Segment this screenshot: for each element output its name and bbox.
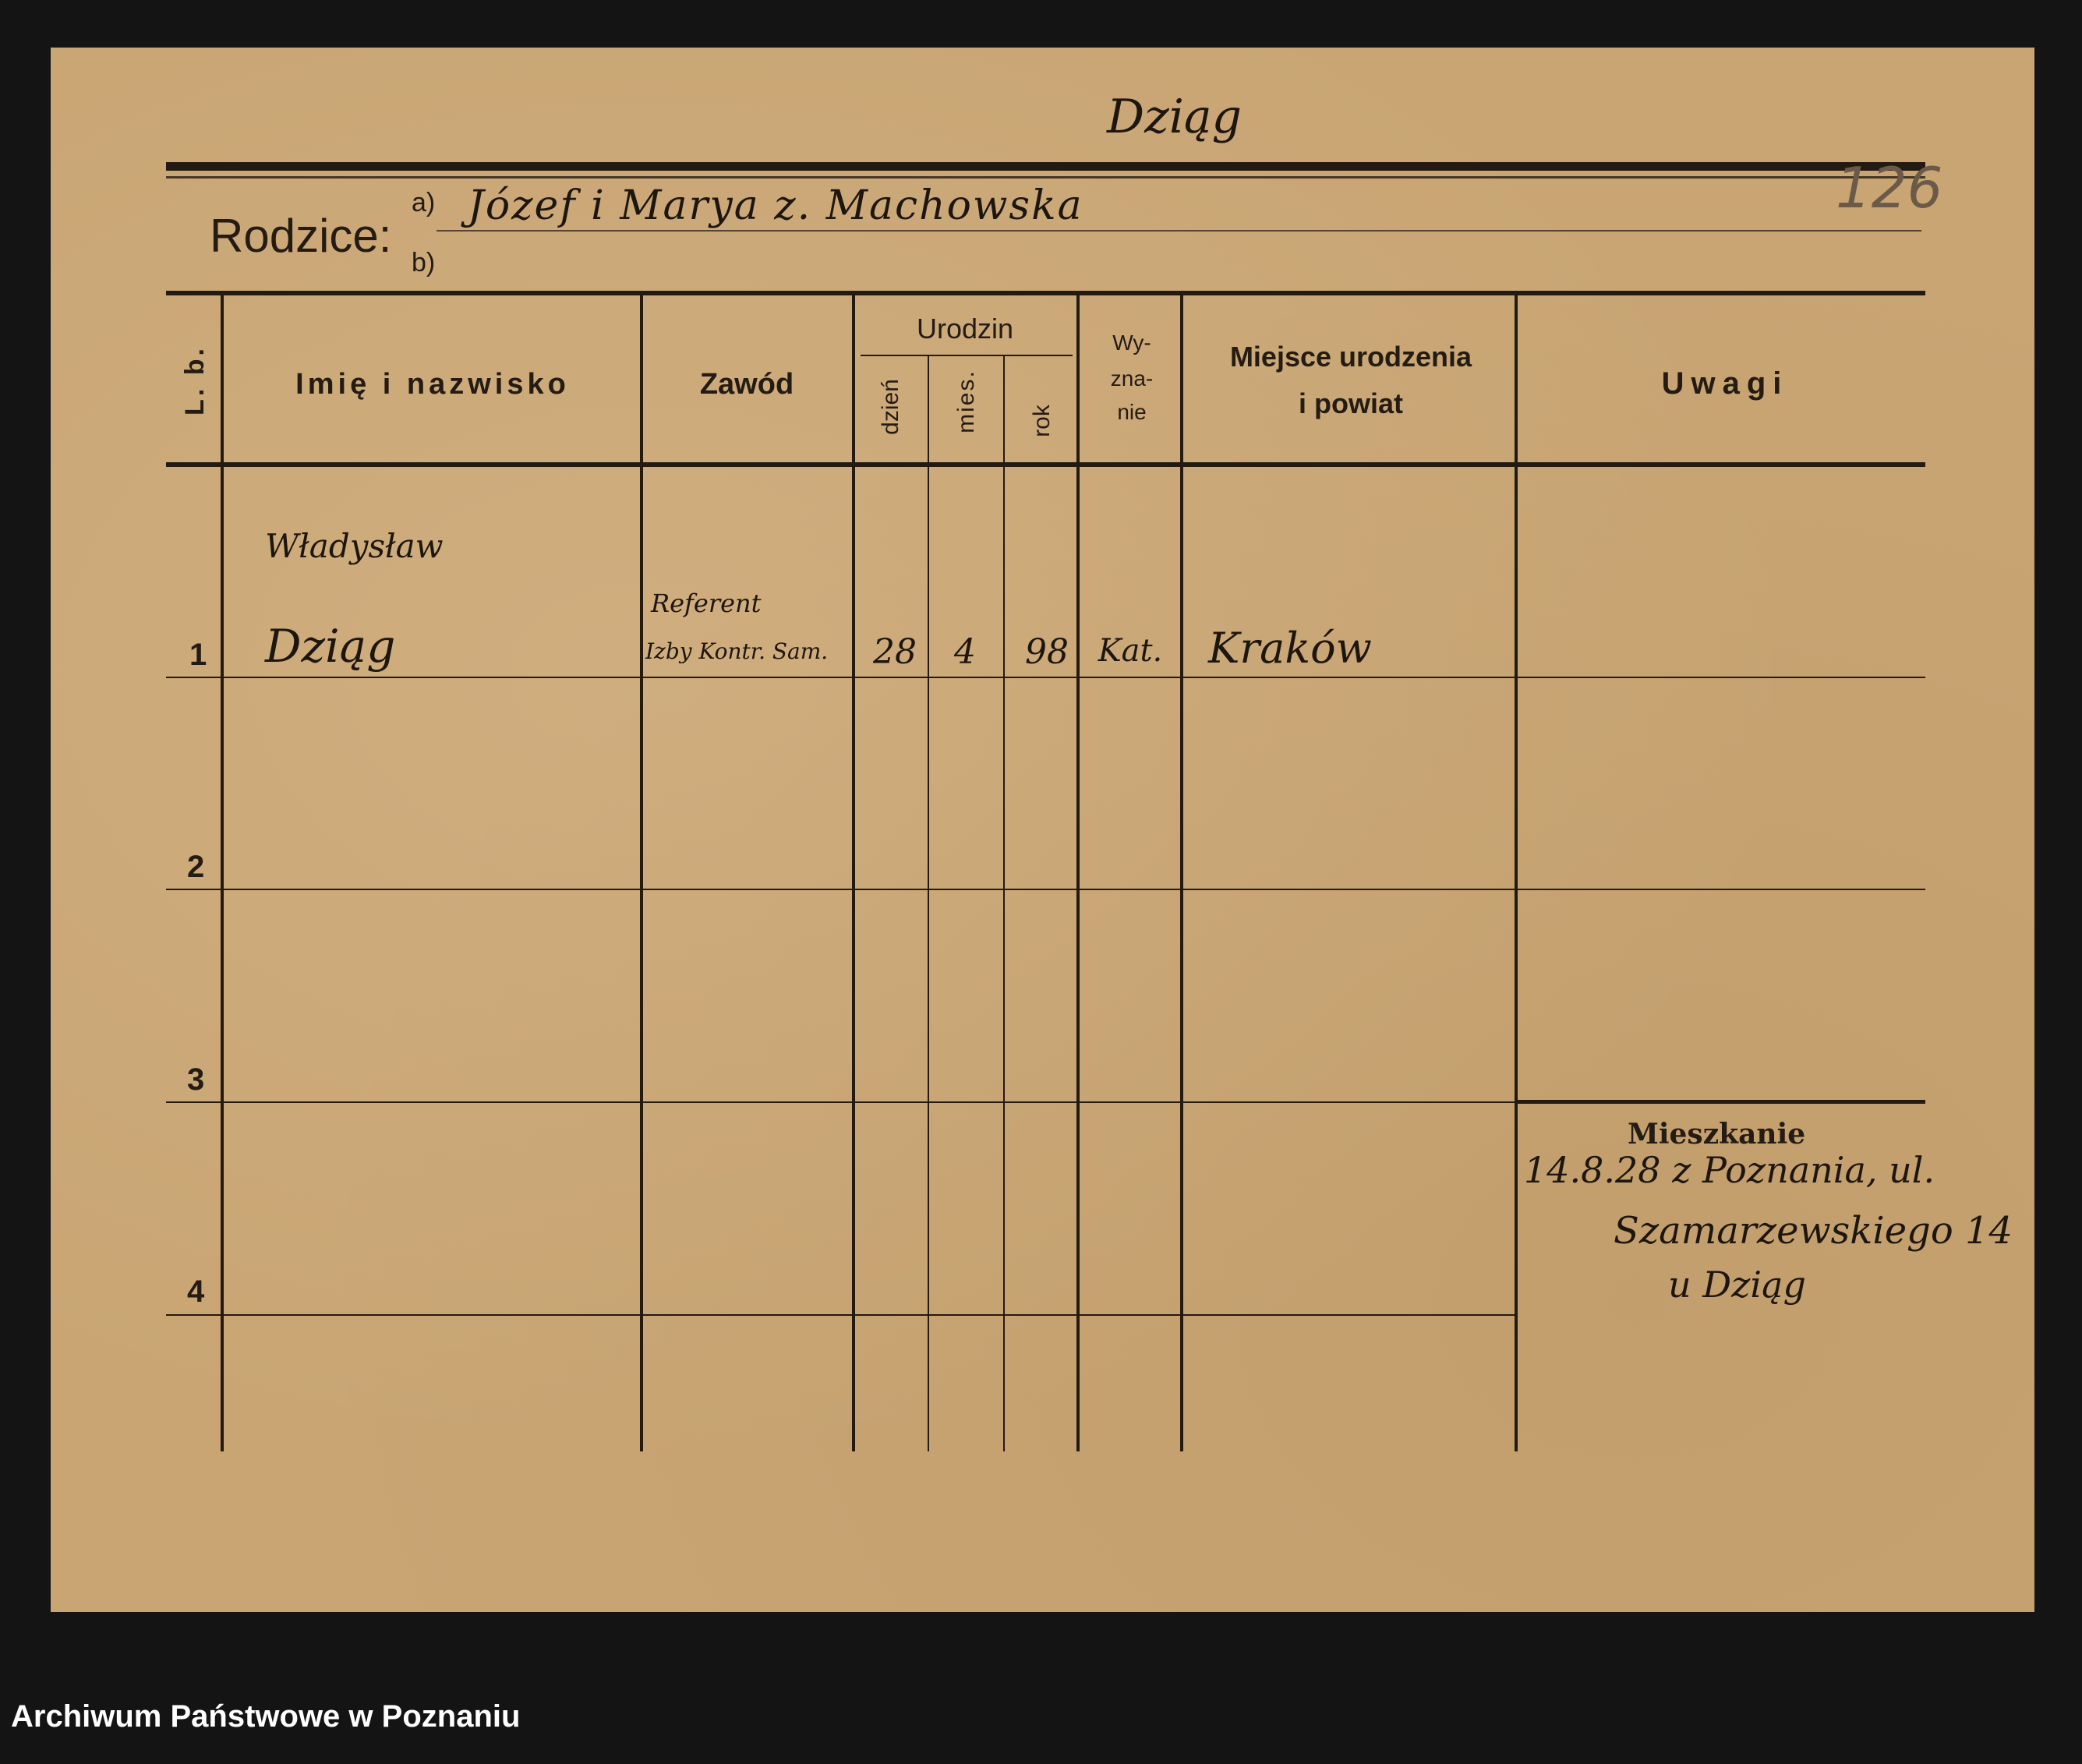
header-bottom-rule [166, 462, 1925, 467]
last-name: Dziąg [265, 620, 396, 673]
parents-label: Rodzice: [210, 210, 392, 262]
religion: Kat. [1098, 633, 1163, 669]
col-header-religion-3: nie [1117, 400, 1147, 424]
col-header-remarks: Uwagi [1661, 366, 1789, 401]
col-header-lp: L. b. [180, 345, 210, 415]
col-line [1515, 293, 1518, 1451]
row-number: 2 [187, 850, 205, 884]
col-header-religion-2: zna- [1110, 366, 1154, 391]
row-line [166, 1101, 1515, 1103]
residence-line: 14.8.28 z Poznania, ul. [1524, 1149, 1935, 1191]
parent-a-value: Józef i Marya z. Machowska [468, 182, 1083, 229]
row-line [166, 889, 1925, 890]
residence-label: Mieszkanie [1628, 1118, 1806, 1151]
col-header-birthplace-2: i powiat [1299, 387, 1403, 419]
col-line [928, 355, 929, 1451]
first-name: Władysław [265, 527, 444, 565]
row-line [166, 1314, 1515, 1316]
col-header-birth: Urodzin [916, 313, 1014, 345]
col-header-religion-1: Wy- [1112, 331, 1151, 355]
residence-line: u Dziąg [1668, 1264, 1806, 1306]
col-line [852, 293, 855, 1451]
birthplace: Kraków [1208, 624, 1372, 673]
residence-line: Szamarzewskiego 14 [1614, 1209, 2013, 1253]
col-header-occupation: Zawód [699, 368, 794, 401]
birth-subline [861, 355, 1073, 356]
col-line [640, 293, 643, 1451]
col-header-year: rok [1029, 405, 1055, 437]
col-header-birthplace-1: Miejsce urodzenia [1229, 341, 1472, 373]
col-line [1180, 293, 1183, 1451]
registration-card [51, 48, 2034, 1612]
top-rule-thin [166, 176, 1925, 179]
col-header-month: mies. [953, 369, 979, 433]
col-line [221, 293, 224, 1451]
birth-day: 28 [873, 632, 917, 672]
col-line [1003, 355, 1005, 1451]
top-rule [166, 162, 1925, 171]
row-line [166, 677, 1925, 678]
birth-year: 98 [1025, 632, 1069, 672]
parent-b-marker: b) [412, 248, 436, 278]
row-number: 1 [189, 638, 207, 672]
birth-month: 4 [954, 632, 976, 672]
row-number: 4 [187, 1274, 205, 1309]
row-number: 3 [187, 1062, 205, 1097]
header-top-rule [166, 291, 1925, 295]
parent-a-line [437, 230, 1921, 232]
occupation-2: Izby Kontr. Sam. [645, 638, 829, 664]
residence-rule [1518, 1100, 1925, 1104]
parent-a-marker: a) [412, 188, 436, 217]
occupation-1: Referent [651, 589, 762, 618]
sheet-number: 126 [1836, 155, 1943, 221]
col-header-day: dzień [878, 379, 903, 435]
surname-handwritten: Dziąg [1107, 90, 1242, 144]
col-header-name: Imię i nazwisko [295, 368, 570, 401]
col-line [1076, 293, 1080, 1451]
archive-label: Archiwum Państwowe w Poznaniu [11, 1699, 521, 1734]
